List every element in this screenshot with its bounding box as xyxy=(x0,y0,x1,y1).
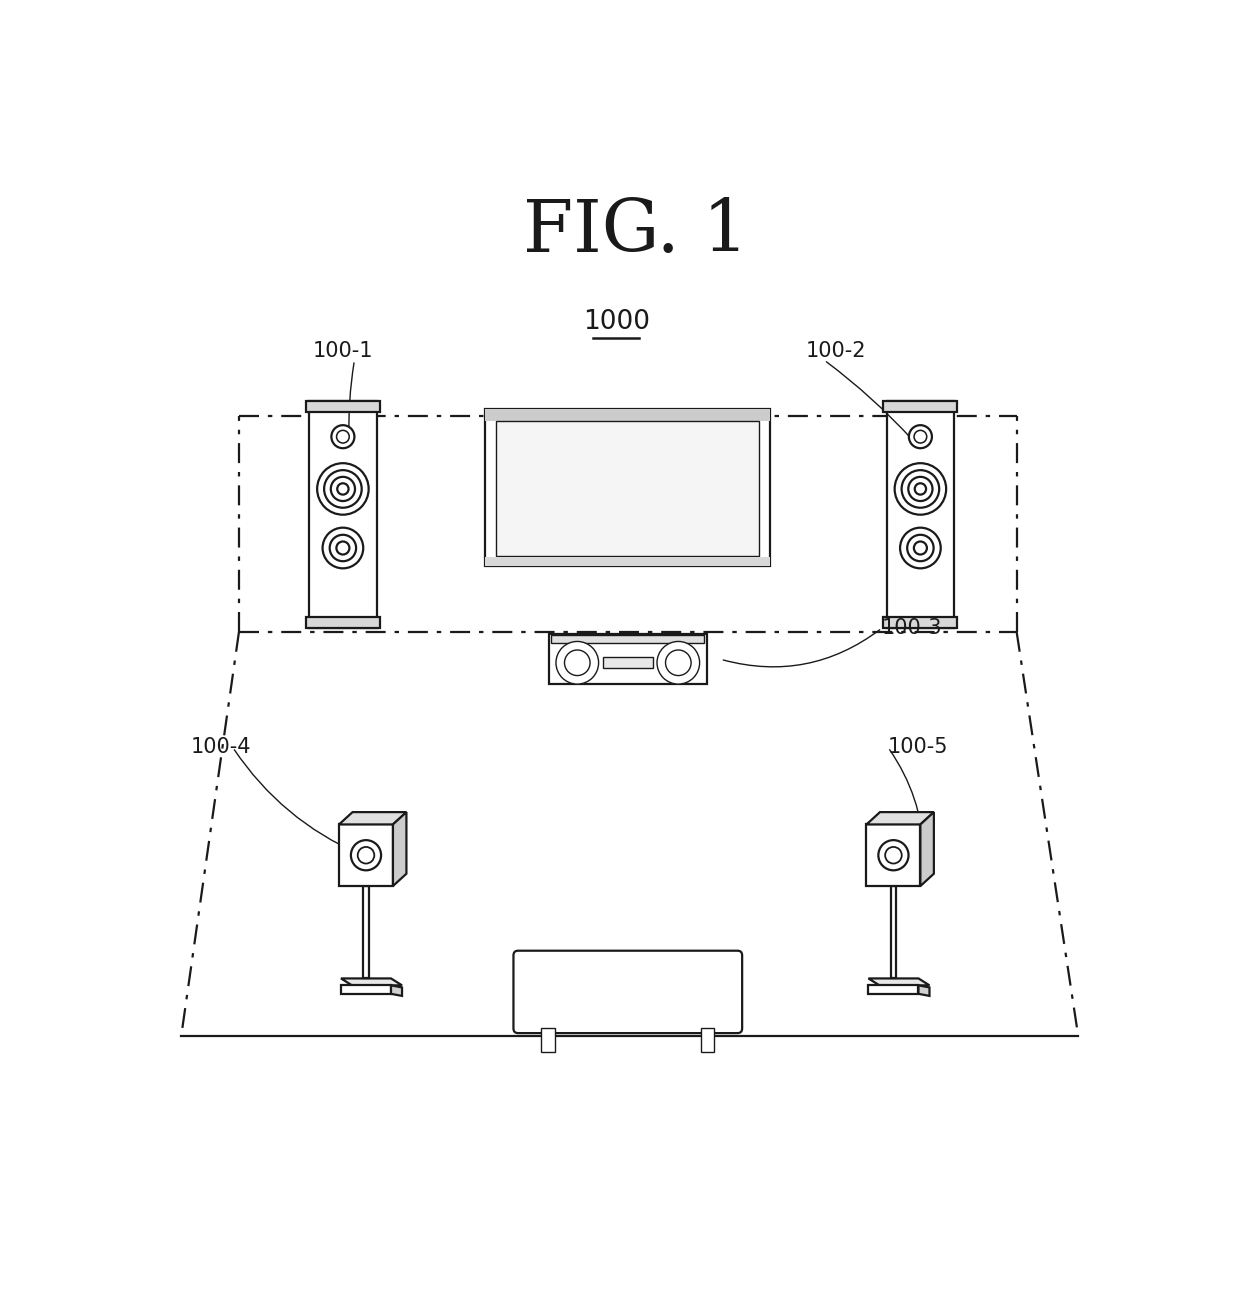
Circle shape xyxy=(878,840,909,870)
Circle shape xyxy=(914,541,928,554)
Polygon shape xyxy=(868,985,919,993)
Polygon shape xyxy=(868,979,930,985)
Polygon shape xyxy=(339,825,393,886)
Text: 100-1: 100-1 xyxy=(312,341,373,361)
Bar xyxy=(485,557,770,566)
Bar xyxy=(701,1029,714,1052)
Circle shape xyxy=(322,528,363,569)
Polygon shape xyxy=(341,985,391,993)
Circle shape xyxy=(657,642,699,684)
Bar xyxy=(549,634,707,685)
Text: 100-2: 100-2 xyxy=(806,341,866,361)
Circle shape xyxy=(894,463,946,515)
Bar xyxy=(363,886,368,979)
Circle shape xyxy=(908,535,934,561)
Bar xyxy=(541,1029,556,1052)
Bar xyxy=(883,401,957,412)
Bar xyxy=(306,617,379,629)
Circle shape xyxy=(337,484,348,494)
Polygon shape xyxy=(393,812,407,886)
Circle shape xyxy=(908,477,932,501)
Text: FIG. 1: FIG. 1 xyxy=(523,197,748,268)
Bar xyxy=(485,409,770,421)
Circle shape xyxy=(556,642,599,684)
Bar xyxy=(887,401,955,629)
Circle shape xyxy=(901,471,939,507)
Polygon shape xyxy=(919,985,930,996)
Polygon shape xyxy=(341,979,402,985)
Circle shape xyxy=(331,425,355,448)
Bar xyxy=(603,657,652,668)
Circle shape xyxy=(317,463,368,515)
Polygon shape xyxy=(339,812,407,825)
Bar xyxy=(309,401,377,629)
Circle shape xyxy=(336,430,350,443)
Circle shape xyxy=(915,484,926,494)
Circle shape xyxy=(330,535,356,561)
Circle shape xyxy=(351,840,381,870)
Polygon shape xyxy=(867,825,920,886)
Polygon shape xyxy=(391,985,402,996)
Circle shape xyxy=(331,477,355,501)
Bar xyxy=(485,409,770,566)
Circle shape xyxy=(357,847,374,864)
Bar xyxy=(306,401,379,412)
Circle shape xyxy=(324,471,362,507)
Circle shape xyxy=(914,430,926,443)
Text: 1000: 1000 xyxy=(583,310,650,336)
Circle shape xyxy=(564,650,590,676)
Text: 100-5: 100-5 xyxy=(888,737,949,758)
Polygon shape xyxy=(920,812,934,886)
Text: 100-4: 100-4 xyxy=(191,737,250,758)
Polygon shape xyxy=(867,812,934,825)
FancyBboxPatch shape xyxy=(513,950,743,1033)
Circle shape xyxy=(336,541,350,554)
Bar xyxy=(890,886,897,979)
Bar xyxy=(496,421,759,555)
Text: 100-3: 100-3 xyxy=(882,618,942,638)
Bar xyxy=(883,617,957,629)
Circle shape xyxy=(900,528,941,569)
Circle shape xyxy=(909,425,932,448)
Circle shape xyxy=(885,847,901,864)
Bar xyxy=(552,635,704,643)
Circle shape xyxy=(666,650,691,676)
